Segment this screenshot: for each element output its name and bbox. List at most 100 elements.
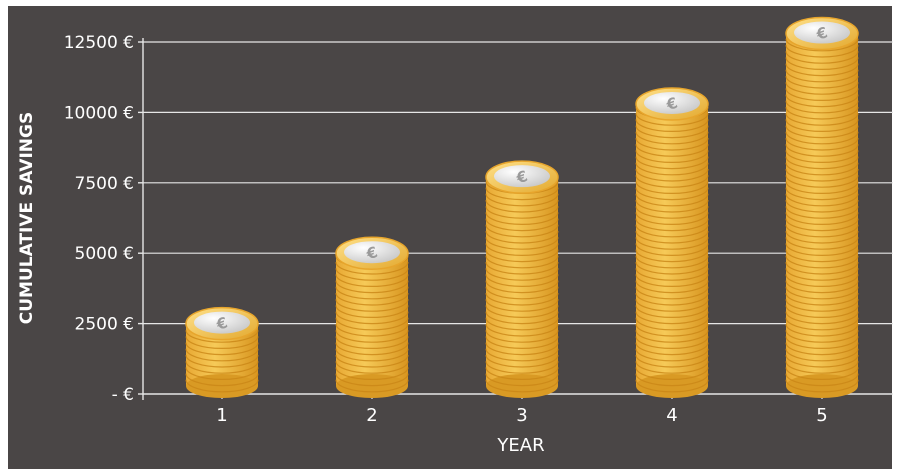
coin-edge — [785, 82, 859, 95]
y-tick-label: 5000 € — [75, 244, 134, 264]
coin-edge — [635, 317, 709, 331]
coin-edge — [635, 156, 709, 170]
coin-edge — [635, 187, 709, 201]
coin-edge — [335, 379, 409, 393]
coin-edge — [785, 249, 859, 263]
coin-edge — [335, 317, 409, 331]
coin-edge — [335, 361, 409, 374]
coin-edge — [485, 199, 559, 213]
coin-edge — [785, 113, 859, 126]
coin-edge — [335, 348, 409, 362]
coin-edge — [635, 348, 709, 362]
coin-edge — [785, 168, 859, 182]
coin-edge — [485, 354, 559, 368]
coin-face — [794, 21, 850, 44]
euro-symbol-icon: € — [213, 313, 229, 334]
labels-layer: - € 2500 € 5000 € 7500 € 10000 € 12500 € 1 2 3 4 5 — [64, 33, 828, 426]
coin-edge — [785, 379, 859, 393]
coin-edge — [635, 373, 709, 387]
coin-edge — [335, 323, 409, 337]
coin-edge — [485, 212, 559, 225]
coin-edge — [635, 330, 709, 343]
coin-edge — [335, 274, 409, 287]
coin-edge — [485, 268, 559, 281]
coin-edge — [785, 119, 859, 132]
coin-edge — [635, 181, 709, 194]
coin-edge — [635, 218, 709, 232]
coin-edge — [785, 255, 859, 269]
coin-edge — [335, 311, 409, 325]
coin-edge — [785, 106, 859, 120]
x-tick-label: 5 — [816, 405, 827, 426]
coin-edge — [635, 224, 709, 238]
x-tick-label: 3 — [516, 405, 527, 426]
coin-edge — [485, 379, 559, 393]
coin-edge — [635, 162, 709, 176]
coin-edge — [785, 348, 859, 362]
coin-edge — [335, 280, 409, 294]
coin-edge — [335, 342, 409, 356]
coin-edge — [785, 69, 859, 83]
coin-edge — [785, 268, 859, 281]
coin-edge — [785, 218, 859, 232]
coin-edge — [785, 131, 859, 145]
coin-edge — [185, 379, 259, 393]
coin-edge — [785, 150, 859, 163]
coin-edge — [635, 113, 709, 126]
coin-edge — [785, 193, 859, 207]
coin-edge — [185, 330, 259, 343]
coin-edge — [485, 336, 559, 349]
coin-edge — [635, 150, 709, 163]
coin-edge — [635, 199, 709, 213]
coin-edge — [485, 187, 559, 201]
coin-edge — [785, 330, 859, 343]
coin-edge — [485, 224, 559, 238]
coin-edge — [335, 292, 409, 306]
bar-coin-stack-3: € — [485, 160, 559, 398]
y-tick-label: 7500 € — [75, 174, 134, 194]
coin-edge — [335, 330, 409, 343]
coin-edge — [785, 125, 859, 139]
coin-edge — [335, 336, 409, 349]
coin-edge — [635, 119, 709, 132]
coin-edge — [485, 243, 559, 256]
coin-edge — [485, 274, 559, 287]
coin-edge — [185, 348, 259, 362]
coin-edge — [635, 261, 709, 275]
coin-edge — [635, 311, 709, 325]
coin-edge — [635, 168, 709, 182]
coin-edge — [335, 299, 409, 312]
coin-edge — [485, 230, 559, 244]
coin-edge — [635, 299, 709, 312]
coin-edge — [785, 373, 859, 387]
coin-face — [494, 165, 550, 188]
chart-panel — [8, 6, 892, 469]
coin-edge — [335, 367, 409, 380]
coin-edge — [635, 131, 709, 145]
coin-edge — [485, 348, 559, 362]
bar-coin-stack-5: € — [785, 16, 859, 398]
x-tick-label: 2 — [366, 405, 377, 426]
coin-edge — [785, 305, 859, 318]
coin-edge — [485, 249, 559, 263]
coin-edge — [635, 336, 709, 349]
coin-edge — [785, 342, 859, 356]
coin-edge — [485, 206, 559, 219]
coin-edge — [485, 255, 559, 269]
coin-edge — [785, 299, 859, 312]
coin-edge — [635, 280, 709, 294]
coin-edge — [635, 379, 709, 393]
coin-edge — [635, 212, 709, 225]
y-tick-label: - € — [112, 385, 134, 405]
y-tick-label: 10000 € — [64, 103, 134, 123]
bar-coin-stack-1: € — [185, 306, 259, 398]
coin-edge — [485, 218, 559, 232]
coin-edge — [485, 361, 559, 374]
coin-edge — [785, 175, 859, 188]
coin-edge — [785, 354, 859, 368]
coin-edge — [485, 305, 559, 318]
coin-edge — [485, 367, 559, 380]
coin-face — [644, 91, 700, 114]
coin-edge — [635, 286, 709, 300]
